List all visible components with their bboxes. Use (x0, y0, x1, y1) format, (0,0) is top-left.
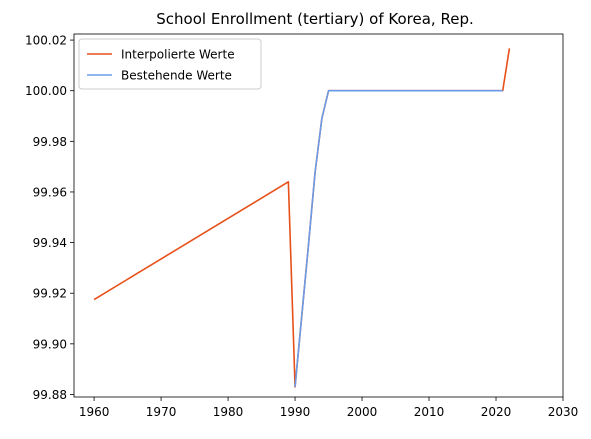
series-layer (93, 48, 511, 388)
y-tick-label: 99.92 (33, 287, 67, 301)
y-tick-label: 99.94 (33, 236, 67, 250)
x-tick-label: 1990 (280, 405, 311, 419)
y-tick-label: 99.90 (33, 337, 67, 351)
x-tick-label: 1960 (79, 405, 110, 419)
y-tick-label: 100.00 (25, 84, 67, 98)
plot-area (73, 33, 564, 398)
x-axis: 1960 1970 1980 1990 2000 2010 2020 2030 (79, 397, 578, 419)
series-line-0 (93, 48, 511, 388)
chart-title: School Enrollment (tertiary) of Korea, R… (156, 10, 473, 28)
x-tick-label: 1980 (213, 405, 244, 419)
x-tick-label: 1970 (146, 405, 177, 419)
x-tick-label: 2020 (481, 405, 512, 419)
y-tick-label: 99.98 (33, 135, 67, 149)
y-tick-label: 99.88 (33, 388, 67, 402)
y-axis: 99.88 99.90 99.92 99.94 99.96 99.98 100.00 100.… (25, 34, 74, 402)
legend-label-1: Bestehende Werte (121, 69, 232, 83)
legend-label-0: Interpolierte Werte (121, 48, 235, 62)
legend-box (78, 38, 262, 90)
series-line-1 (294, 89, 503, 387)
y-tick-label: 99.96 (33, 185, 67, 199)
x-tick-label: 2000 (347, 405, 378, 419)
y-tick-label: 100.02 (25, 34, 67, 48)
plot-frame (73, 33, 564, 398)
legend: Interpolierte Werte Bestehende Werte (78, 38, 262, 90)
x-tick-label: 2010 (414, 405, 445, 419)
x-tick-label: 2030 (548, 405, 579, 419)
